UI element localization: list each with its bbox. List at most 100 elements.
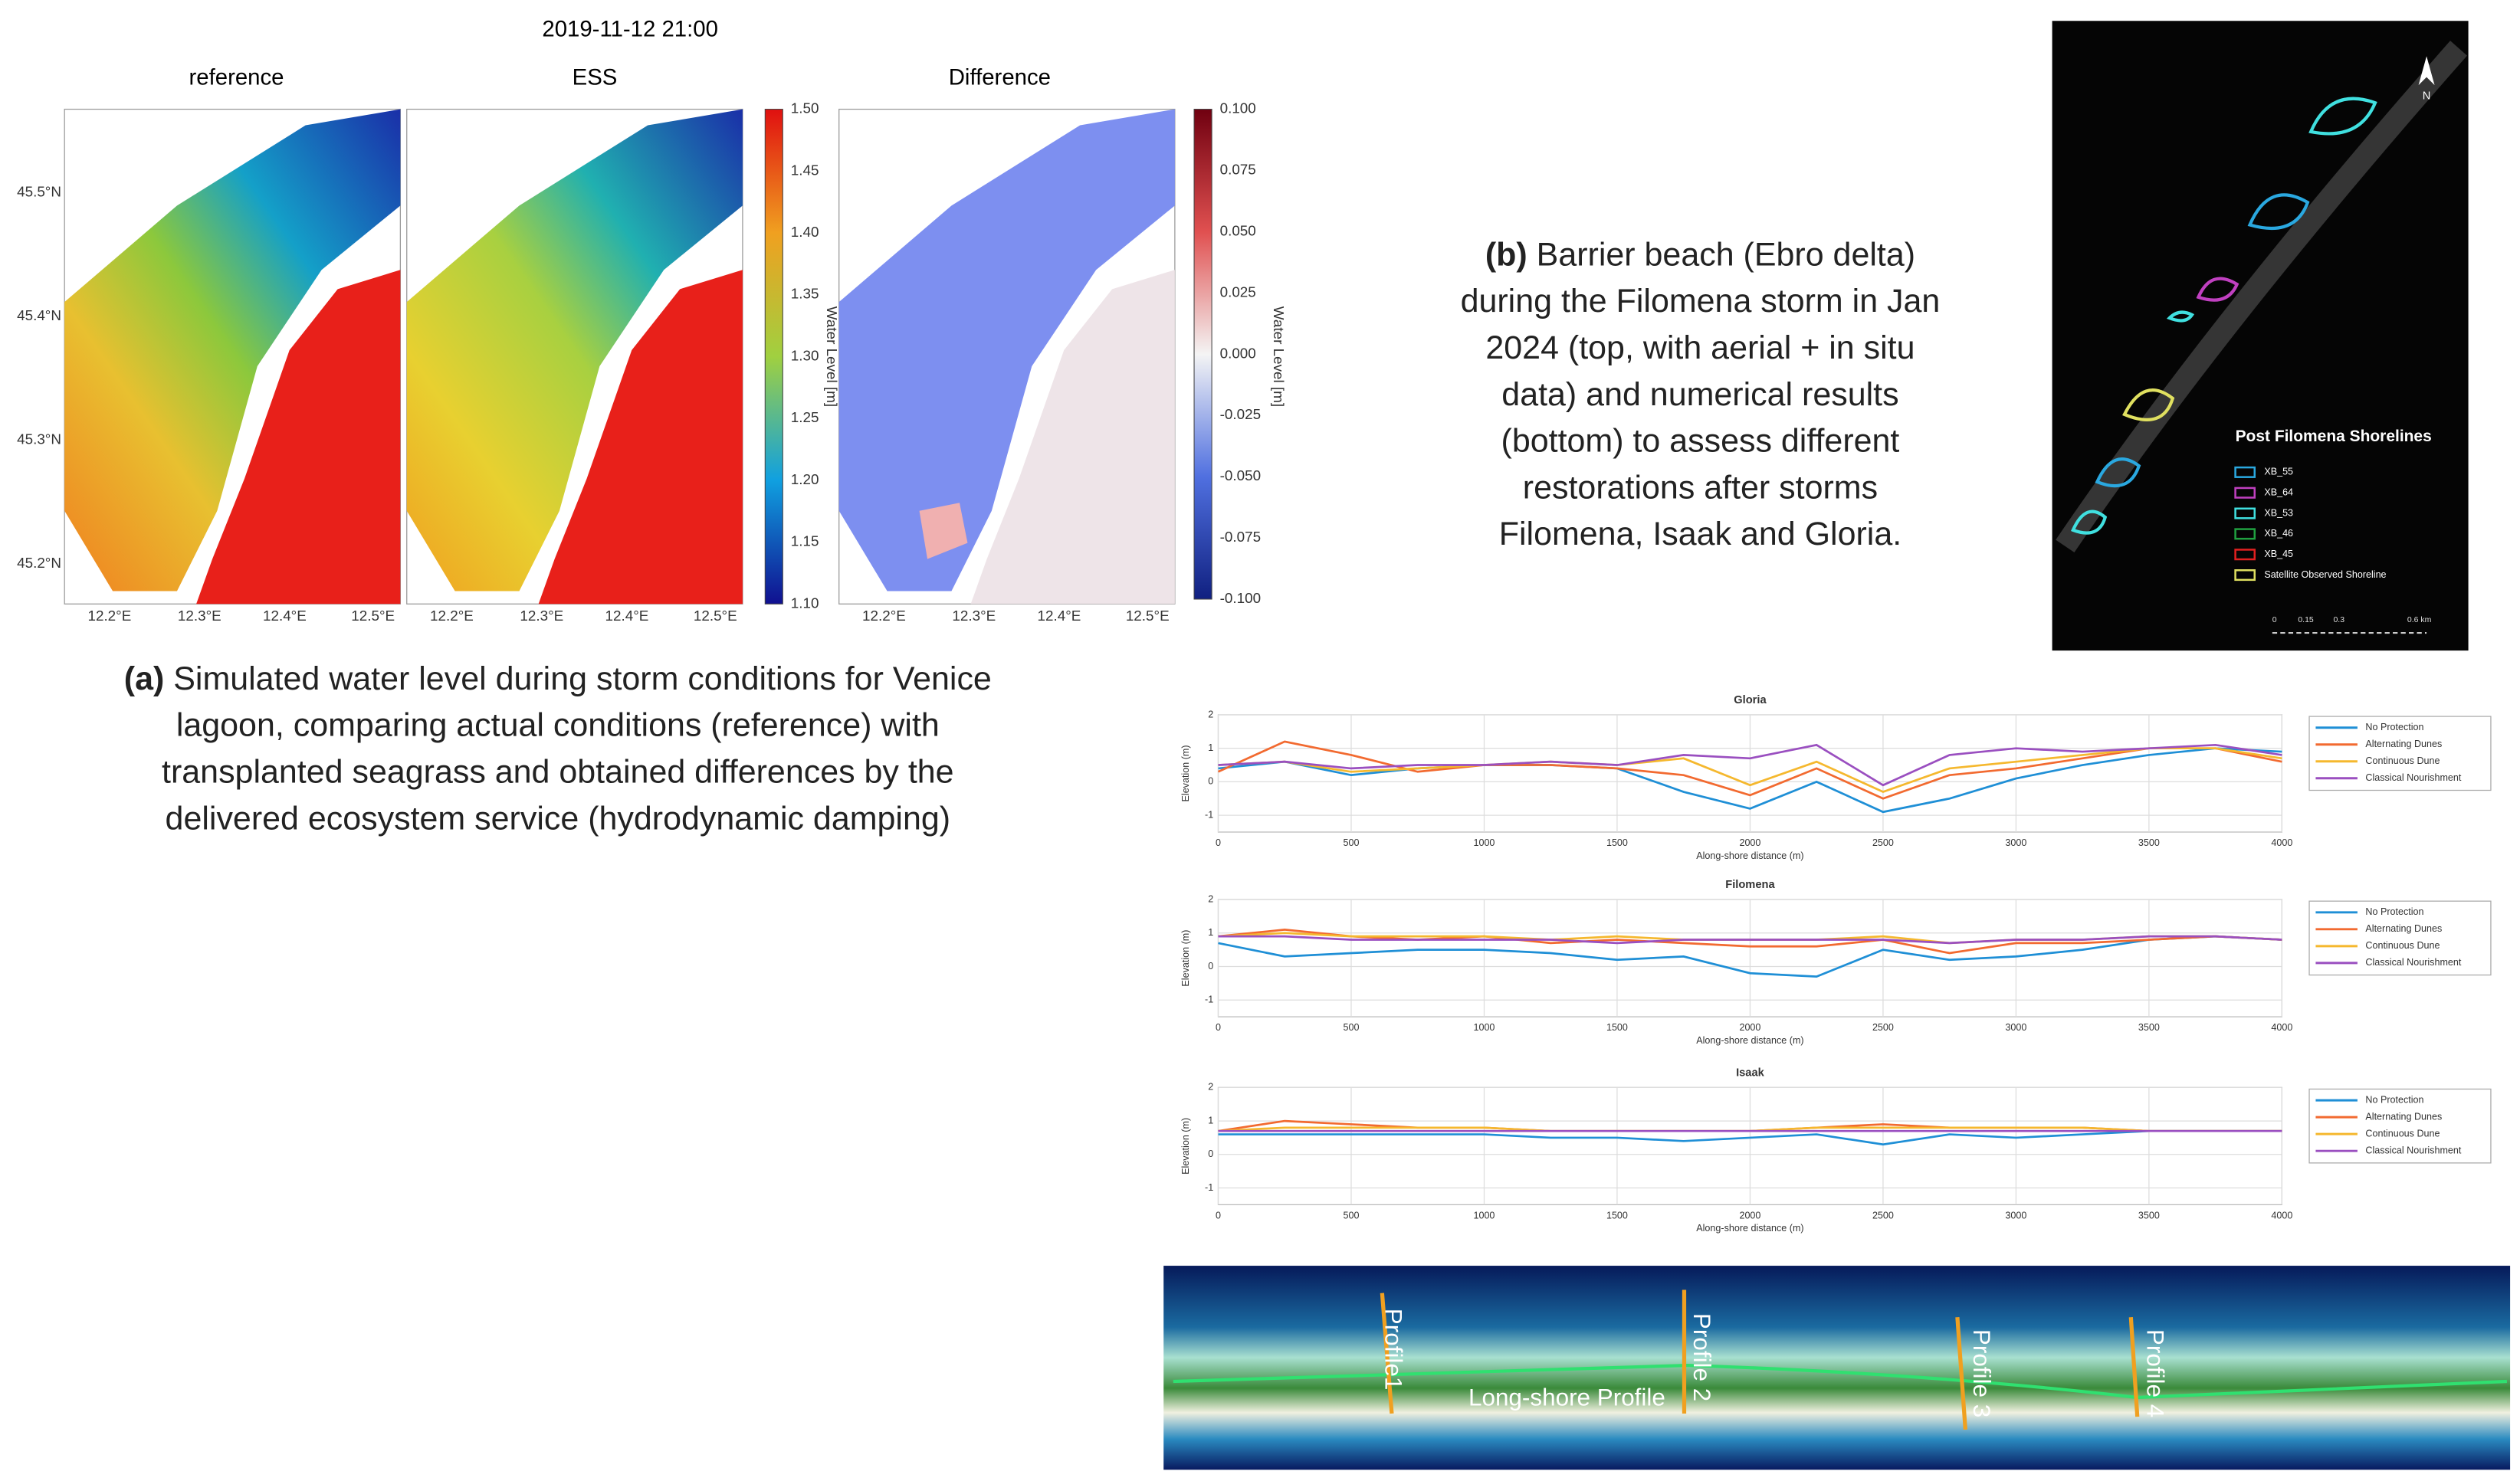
colorbar <box>764 109 783 605</box>
colorbar-tick-label: 0.050 <box>1220 222 1256 238</box>
x-tick-label: 1500 <box>1606 1022 1628 1033</box>
map-title: Difference <box>949 64 1051 90</box>
lon-tick-label: 12.4°E <box>1038 608 1081 624</box>
legend-swatch <box>2234 528 2256 540</box>
x-tick-label: 1000 <box>1473 1022 1495 1033</box>
x-tick-label: 0 <box>1216 837 1221 848</box>
x-tick-label: 3000 <box>2005 1022 2026 1033</box>
x-tick-label: 3500 <box>2138 837 2160 848</box>
lon-tick-label: 12.3°E <box>952 608 996 624</box>
x-tick-label: 500 <box>1343 1210 1359 1221</box>
lon-tick-label: 12.4°E <box>605 608 649 624</box>
legend-label: Satellite Observed Shoreline <box>2264 569 2386 580</box>
series-line <box>1218 747 2282 793</box>
x-tick-label: 2000 <box>1739 1022 1760 1033</box>
legend-label: Classical Nourishment <box>2365 1145 2461 1155</box>
chart-title: Gloria <box>1734 694 1767 706</box>
legend-swatch <box>2234 507 2256 519</box>
caption-line: Filomena, Isaak and Gloria. <box>1499 516 1901 553</box>
colorbar-tick-label: 1.25 <box>791 409 819 425</box>
profile-label: Profile 2 <box>1688 1313 1715 1401</box>
x-tick-label: 500 <box>1343 1022 1359 1033</box>
colorbar-tick-label: 1.10 <box>791 595 819 611</box>
legend-label: Alternating Dunes <box>2365 1111 2442 1122</box>
colorbar <box>1193 109 1212 600</box>
lon-tick-label: 12.4°E <box>263 608 307 624</box>
sea <box>196 270 401 605</box>
series-line <box>1218 929 2282 955</box>
caption-line: (bottom) to assess different <box>1501 423 1900 460</box>
legend-label: No Protection <box>2365 722 2423 732</box>
y-tick-label: 1 <box>1208 742 1213 753</box>
caption-line: data) and numerical results <box>1501 376 1898 413</box>
legend-swatch <box>2234 549 2256 561</box>
legend-label: XB_64 <box>2264 487 2293 498</box>
colorbar-label: Water Level [m] <box>824 306 840 407</box>
x-tick-label: 3000 <box>2005 837 2026 848</box>
caption-text: lagoon, comparing actual conditions (ref… <box>176 707 940 744</box>
y-tick-label: -1 <box>1205 809 1213 820</box>
lat-tick-label: 45.4°N <box>17 307 61 323</box>
y-tick-label: 1 <box>1208 1115 1213 1125</box>
caption-text: Barrier beach (Ebro delta) <box>1537 237 1915 274</box>
caption-label: (b) <box>1485 237 1527 274</box>
legend-label: Alternating Dunes <box>2365 923 2442 934</box>
legend-label: Continuous Dune <box>2365 1128 2440 1139</box>
lat-tick-label: 45.5°N <box>17 184 61 200</box>
map-title: ESS <box>573 64 618 90</box>
x-tick-label: 4000 <box>2271 1022 2292 1033</box>
profile-label: Profile 3 <box>1968 1329 1995 1417</box>
legend-label: Continuous Dune <box>2365 755 2440 766</box>
colorbar-tick-label: 1.15 <box>791 533 819 549</box>
x-tick-label: 4000 <box>2271 1210 2292 1221</box>
legend-swatch <box>2234 487 2256 499</box>
chart-title: Filomena <box>1725 879 1775 891</box>
legend-swatch <box>2234 569 2256 582</box>
caption-line: lagoon, comparing actual conditions (ref… <box>176 707 940 744</box>
colorbar-tick-label: -0.050 <box>1220 467 1261 483</box>
caption-text: transplanted seagrass and obtained diffe… <box>162 754 954 791</box>
x-tick-label: 500 <box>1343 837 1359 848</box>
chart-title: Isaak <box>1736 1067 1765 1079</box>
colorbar-tick-label: -0.100 <box>1220 590 1261 606</box>
lat-tick-label: 45.3°N <box>17 431 61 447</box>
caption-text: (bottom) to assess different <box>1501 423 1900 460</box>
series-line <box>1218 935 2282 978</box>
legend-label: Classical Nourishment <box>2365 772 2461 783</box>
x-tick-label: 2500 <box>1872 1210 1894 1221</box>
caption-text: data) and numerical results <box>1501 376 1898 413</box>
colorbar-tick-label: -0.075 <box>1220 529 1261 545</box>
sea <box>538 270 743 605</box>
colorbar-tick-label: 0.075 <box>1220 161 1256 177</box>
colorbar-tick-label: 1.30 <box>791 347 819 363</box>
caption-line: transplanted seagrass and obtained diffe… <box>162 754 954 791</box>
y-tick-label: -1 <box>1205 1182 1213 1193</box>
legend-label: Classical Nourishment <box>2365 957 2461 968</box>
x-tick-label: 2500 <box>1872 1022 1894 1033</box>
lat-tick-label: 45.2°N <box>17 555 61 571</box>
x-tick-label: 1000 <box>1473 1210 1495 1221</box>
barrier-beach <box>2056 41 2468 553</box>
north-arrow <box>2418 56 2435 86</box>
legend-label: XB_45 <box>2264 549 2293 559</box>
scale-label: 0.6 km <box>2407 616 2432 624</box>
x-tick-label: 1500 <box>1606 837 1628 848</box>
colorbar-label: Water Level [m] <box>1271 306 1287 407</box>
y-tick-label: 2 <box>1208 1082 1213 1093</box>
x-axis-label: Along-shore distance (m) <box>1696 850 1803 861</box>
lon-tick-label: 12.5°E <box>694 608 737 624</box>
lagoon <box>406 109 743 591</box>
caption-text: Filomena, Isaak and Gloria. <box>1499 516 1901 553</box>
x-tick-label: 3500 <box>2138 1022 2160 1033</box>
lon-tick-label: 12.5°E <box>1126 608 1170 624</box>
caption-line: during the Filomena storm in Jan <box>1461 283 1941 320</box>
profile-label: Profile 4 <box>2141 1329 2168 1417</box>
caption-line: restorations after storms <box>1523 470 1878 506</box>
scale-label: 0.3 <box>2333 616 2344 624</box>
shoreline-shapes <box>2071 97 2377 535</box>
x-axis-label: Along-shore distance (m) <box>1696 1223 1803 1234</box>
caption-line: (a) Simulated water level during storm c… <box>124 660 992 697</box>
legend-label: XB_46 <box>2264 528 2293 539</box>
colorbar-tick-label: 1.45 <box>791 162 819 178</box>
